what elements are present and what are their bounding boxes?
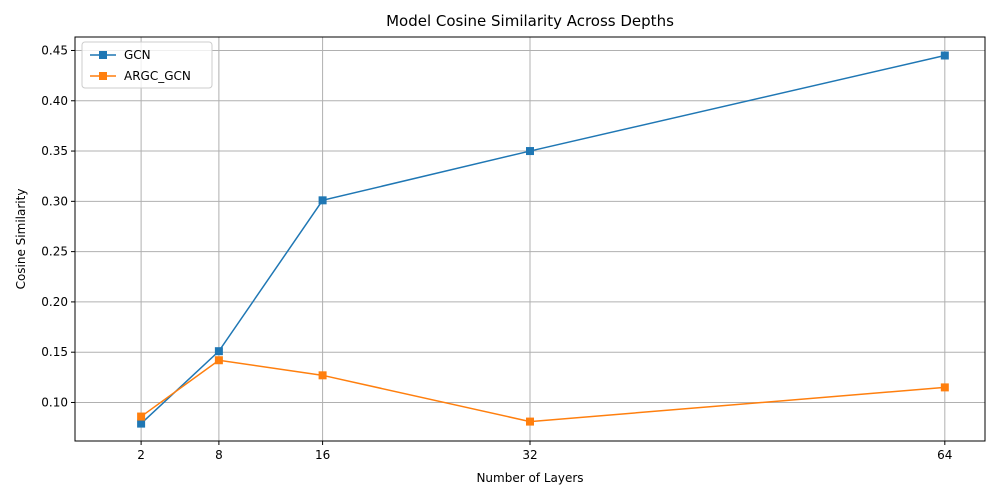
x-tick-label: 16 — [315, 448, 330, 462]
legend-item-gcn: GCN — [90, 48, 151, 62]
y-tick-label: 0.10 — [41, 395, 68, 409]
data-point-argc-gcn — [526, 417, 534, 426]
data-point-gcn — [318, 196, 327, 205]
data-point-argc-gcn — [137, 412, 146, 421]
data-point-gcn — [526, 147, 534, 156]
legend-marker — [99, 51, 107, 59]
x-tick-label: 8 — [215, 448, 223, 462]
y-tick-label: 0.35 — [41, 144, 68, 158]
grid — [75, 37, 985, 441]
series-gcn — [137, 51, 949, 428]
x-tick-label: 32 — [522, 448, 537, 462]
y-tick-label: 0.25 — [41, 245, 68, 259]
y-tick-label: 0.40 — [41, 94, 68, 108]
series-line-argc-gcn — [140, 359, 945, 423]
x-axis-label: Number of Layers — [476, 471, 583, 485]
y-tick-label: 0.20 — [41, 295, 68, 309]
legend-marker — [99, 72, 107, 80]
data-point-argc-gcn — [318, 371, 327, 380]
y-tick-label: 0.15 — [41, 345, 68, 359]
x-tick-label: 2 — [137, 448, 145, 462]
axis-ticks: 2 8 16 32 64 0.10 0.15 0.20 0.25 0.30 0.35 0.40 0.45 — [41, 43, 952, 462]
series-line-gcn — [140, 54, 945, 425]
legend: GCN ARGC_GCN — [81, 41, 213, 89]
legend-item-argc-gcn: ARGC_GCN — [90, 69, 191, 83]
chart-title: Model Cosine Similarity Across Depths — [386, 12, 674, 30]
data-point-argc-gcn — [214, 356, 223, 365]
x-tick-label: 64 — [937, 448, 952, 462]
data-point-argc-gcn — [940, 383, 949, 392]
legend-label: GCN — [124, 48, 151, 62]
y-tick-label: 0.30 — [41, 194, 68, 208]
y-tick-label: 0.45 — [41, 43, 68, 57]
data-point-gcn — [214, 347, 223, 356]
series-argc-gcn — [137, 356, 949, 426]
data-point-gcn — [137, 419, 146, 428]
legend-label: ARGC_GCN — [124, 69, 191, 83]
series-layer — [137, 51, 949, 428]
data-point-gcn — [940, 51, 949, 60]
y-axis-label: Cosine Similarity — [14, 189, 28, 290]
